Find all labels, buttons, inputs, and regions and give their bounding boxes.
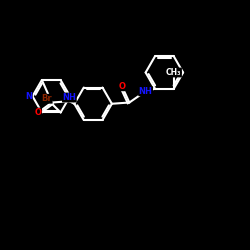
Text: NH: NH	[139, 87, 152, 96]
Text: O: O	[118, 82, 126, 91]
Text: NH: NH	[62, 93, 76, 102]
Text: Br: Br	[42, 94, 52, 103]
Text: N: N	[25, 92, 32, 101]
Text: CH₃: CH₃	[166, 68, 182, 77]
Text: O: O	[35, 108, 42, 117]
